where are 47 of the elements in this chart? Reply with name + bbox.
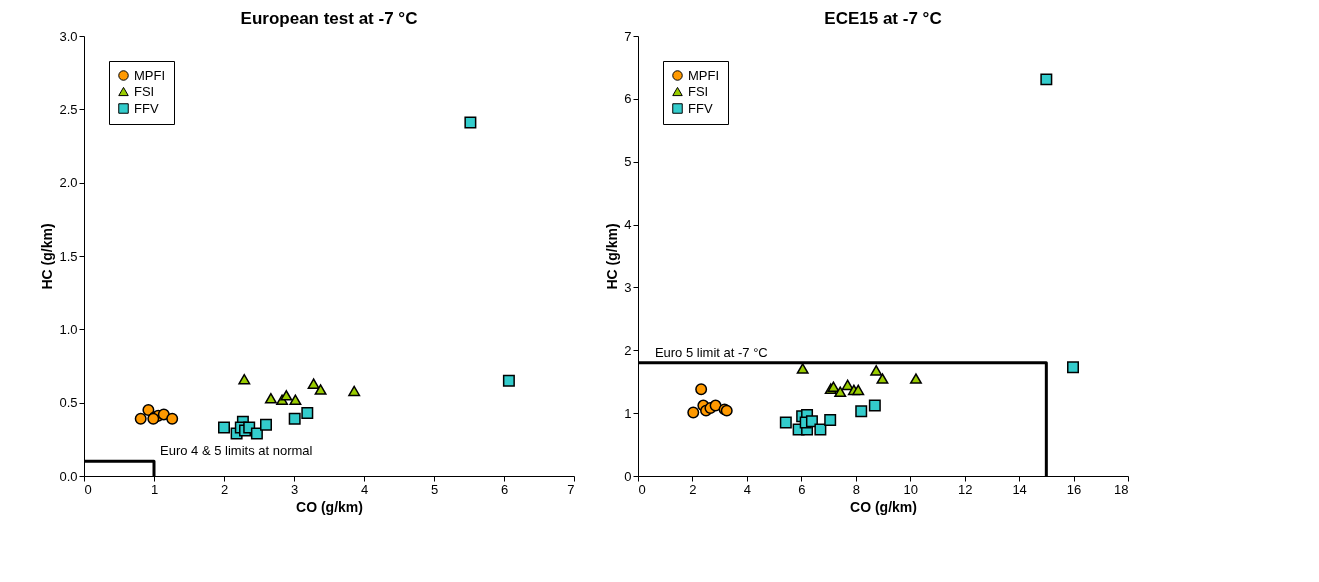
y-tick-label: 0.5 bbox=[59, 395, 78, 411]
x-tick-label: 7 bbox=[567, 481, 575, 497]
x-tick-label: 12 bbox=[957, 481, 973, 497]
legend-label: FFV bbox=[688, 100, 713, 116]
x-axis-title: CO (g/km) bbox=[850, 498, 917, 515]
x-tick-label: 0 bbox=[84, 481, 92, 497]
legend-label: FSI bbox=[134, 83, 155, 99]
y-tick-label: 2 bbox=[624, 342, 632, 358]
chart-title: ECE15 at -7 °C bbox=[824, 9, 942, 28]
legend-label: MPFI bbox=[688, 67, 720, 83]
x-tick-label: 18 bbox=[1114, 481, 1129, 497]
x-tick-label: 10 bbox=[903, 481, 918, 497]
x-tick-label: 16 bbox=[1066, 481, 1082, 497]
x-tick-label: 6 bbox=[798, 481, 806, 497]
y-tick-label: 4 bbox=[624, 217, 632, 233]
y-tick-label: 3.0 bbox=[59, 28, 78, 44]
x-tick-label: 2 bbox=[220, 481, 229, 497]
y-tick-label: 6 bbox=[624, 91, 632, 107]
legend-label: FFV bbox=[134, 100, 159, 116]
x-tick-label: 4 bbox=[743, 481, 752, 497]
annotation: Euro 4 & 5 limits at normal bbox=[160, 443, 313, 459]
x-tick-label: 0 bbox=[638, 481, 646, 497]
y-tick-label: 3 bbox=[624, 279, 632, 295]
y-tick-label: 7 bbox=[624, 28, 632, 44]
y-tick-label: 0 bbox=[624, 468, 632, 484]
legend-label: FSI bbox=[688, 83, 709, 99]
x-tick-label: 8 bbox=[852, 481, 860, 497]
x-tick-label: 14 bbox=[1012, 481, 1027, 497]
y-tick-label: 1.5 bbox=[59, 248, 78, 264]
y-tick-label: 2.0 bbox=[59, 175, 78, 191]
legend-label: MPFI bbox=[134, 67, 166, 83]
chart-title: European test at -7 °C bbox=[240, 9, 418, 28]
x-tick-label: 6 bbox=[500, 481, 509, 497]
y-axis-title: HC (g/km) bbox=[604, 223, 621, 290]
x-tick-label: 3 bbox=[290, 481, 299, 497]
y-tick-label: 5 bbox=[624, 154, 632, 170]
x-tick-label: 5 bbox=[430, 481, 439, 497]
x-tick-label: 2 bbox=[689, 481, 697, 497]
y-axis-title: HC (g/km) bbox=[39, 223, 56, 290]
x-tick-label: 1 bbox=[150, 481, 159, 497]
y-tick-label: 0.0 bbox=[59, 468, 78, 484]
y-tick-label: 2.5 bbox=[59, 101, 78, 117]
y-tick-label: 1 bbox=[624, 405, 632, 421]
y-tick-label: 1.0 bbox=[59, 321, 78, 337]
x-tick-label: 4 bbox=[360, 481, 369, 497]
annotation: Euro 5 limit at -7 °C bbox=[654, 344, 768, 360]
x-axis-title: CO (g/km) bbox=[296, 498, 363, 515]
